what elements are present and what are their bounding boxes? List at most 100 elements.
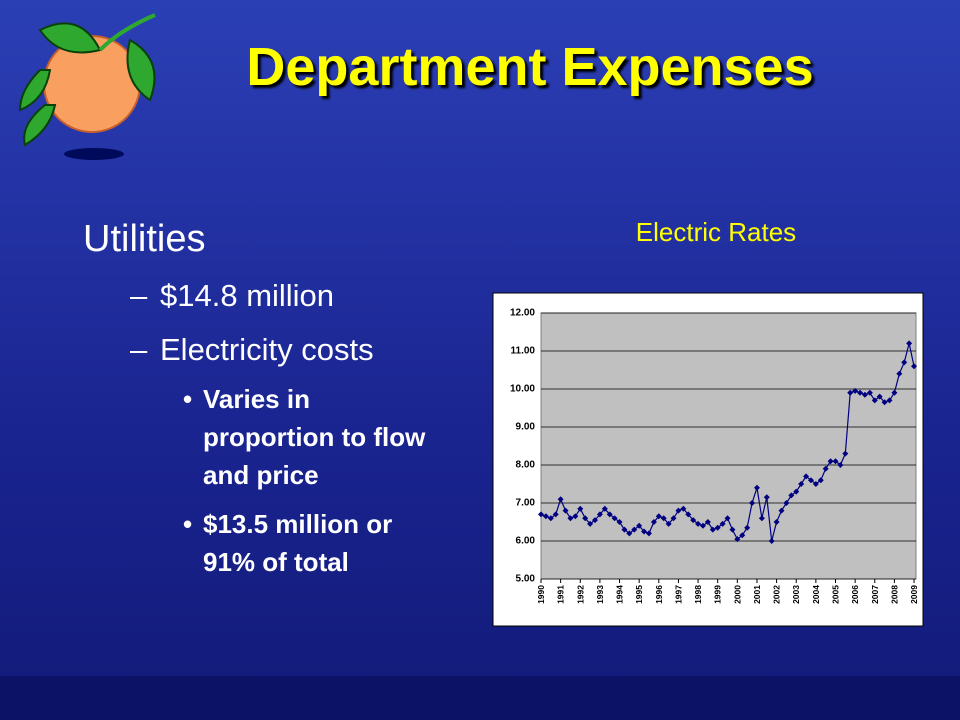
dash: – bbox=[130, 278, 148, 313]
bullet-dot: • bbox=[183, 509, 193, 539]
point bbox=[641, 528, 648, 535]
point bbox=[827, 458, 834, 465]
x-tick-label: 2004 bbox=[811, 585, 821, 604]
point bbox=[739, 532, 746, 539]
point bbox=[768, 538, 775, 544]
point bbox=[538, 511, 544, 518]
point bbox=[636, 522, 643, 529]
x-tick-label: 2001 bbox=[752, 585, 762, 604]
point bbox=[621, 526, 628, 533]
x-tick-label: 1990 bbox=[536, 585, 546, 604]
point bbox=[582, 515, 589, 522]
point bbox=[645, 530, 652, 537]
slide-title: Department Expenses bbox=[246, 37, 814, 97]
point bbox=[842, 450, 849, 457]
point bbox=[891, 389, 898, 396]
point bbox=[557, 496, 564, 503]
x-tick-label: 2006 bbox=[850, 585, 860, 604]
y-tick-label: 10.00 bbox=[510, 384, 535, 395]
point bbox=[758, 515, 765, 522]
point bbox=[881, 399, 888, 406]
point bbox=[832, 458, 839, 465]
point bbox=[788, 492, 795, 499]
point bbox=[567, 515, 574, 522]
point bbox=[798, 481, 805, 487]
point bbox=[906, 340, 913, 347]
point bbox=[587, 520, 594, 527]
point bbox=[817, 477, 824, 484]
point bbox=[665, 520, 672, 527]
x-tick-label: 1998 bbox=[693, 585, 703, 604]
point bbox=[807, 477, 814, 484]
x-tick-label: 1993 bbox=[595, 585, 605, 604]
point bbox=[822, 465, 829, 472]
point bbox=[896, 370, 903, 377]
y-tick-label: 11.00 bbox=[511, 346, 536, 357]
point bbox=[803, 473, 810, 480]
x-tick-label: 2007 bbox=[870, 585, 880, 604]
point bbox=[606, 511, 613, 518]
point bbox=[709, 526, 716, 533]
point bbox=[596, 511, 603, 518]
point bbox=[724, 515, 731, 522]
point bbox=[749, 500, 756, 506]
x-tick-label: 1995 bbox=[634, 585, 644, 604]
point bbox=[660, 515, 667, 522]
x-tick-label: 1991 bbox=[556, 585, 566, 604]
point bbox=[857, 389, 864, 396]
point bbox=[729, 526, 736, 533]
point bbox=[562, 507, 569, 514]
y-tick-label: 7.00 bbox=[516, 498, 536, 509]
y-tick-label: 12.00 bbox=[510, 308, 535, 319]
point bbox=[591, 517, 598, 524]
point bbox=[719, 520, 726, 527]
plot-area bbox=[540, 312, 917, 580]
y-tick-label: 5.00 bbox=[516, 574, 536, 585]
point bbox=[837, 462, 844, 468]
item: $14.8 million bbox=[160, 278, 335, 313]
point bbox=[704, 519, 711, 525]
point bbox=[763, 494, 770, 501]
subitem: $13.5 million or 91% of total bbox=[203, 509, 393, 577]
point bbox=[631, 526, 638, 533]
point bbox=[572, 513, 579, 520]
point bbox=[871, 397, 878, 404]
point bbox=[861, 391, 868, 398]
orange-icon bbox=[18, 13, 156, 160]
x-tick-label: 2002 bbox=[772, 585, 782, 604]
point bbox=[626, 530, 633, 537]
point bbox=[911, 363, 918, 370]
point bbox=[876, 393, 883, 400]
x-tick-label: 1992 bbox=[575, 585, 585, 604]
point bbox=[675, 507, 682, 514]
subitem: Varies in proportion to flow and price bbox=[203, 384, 426, 490]
point bbox=[852, 387, 859, 394]
point bbox=[680, 505, 687, 512]
point bbox=[685, 511, 692, 518]
point bbox=[793, 488, 800, 495]
x-tick-label: 1996 bbox=[654, 585, 664, 604]
x-tick-label: 2000 bbox=[732, 585, 742, 604]
x-tick-label: 1999 bbox=[713, 585, 723, 604]
point bbox=[778, 507, 785, 514]
point bbox=[714, 524, 721, 531]
footer-band bbox=[0, 676, 960, 720]
chart-title: Electric Rates bbox=[636, 217, 796, 247]
point bbox=[650, 519, 657, 525]
point bbox=[886, 397, 893, 404]
point bbox=[670, 515, 677, 522]
item: Electricity costs bbox=[160, 332, 374, 367]
point bbox=[812, 481, 819, 487]
x-tick-label: 1994 bbox=[615, 585, 625, 604]
x-tick-label: 2005 bbox=[831, 585, 841, 604]
point bbox=[577, 505, 584, 512]
point bbox=[734, 536, 741, 543]
y-tick-label: 6.00 bbox=[516, 536, 536, 547]
bullet-dot: • bbox=[183, 384, 193, 414]
point bbox=[699, 522, 706, 529]
point bbox=[783, 500, 790, 506]
x-tick-label: 1997 bbox=[673, 585, 683, 604]
point bbox=[547, 515, 554, 522]
